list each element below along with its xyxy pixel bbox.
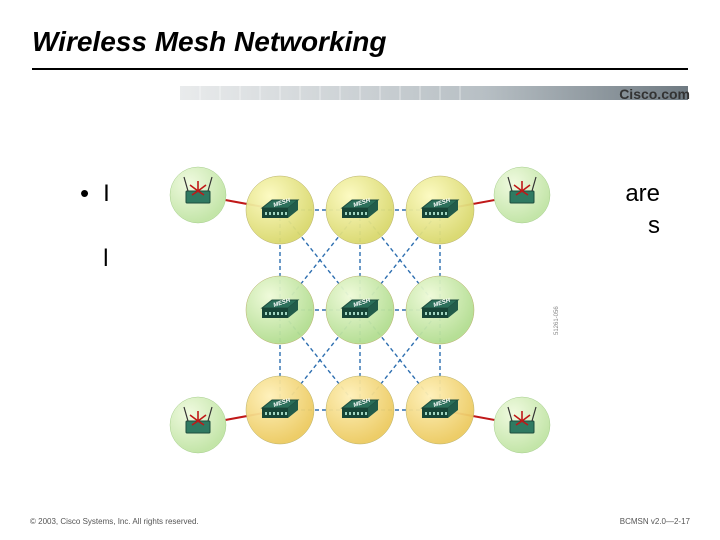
mesh-node: MESH <box>326 376 394 444</box>
footer-slide-ref: BCMSN v2.0—2-17 <box>620 517 690 526</box>
mesh-node: MESH <box>326 276 394 344</box>
header-gradient-bar <box>180 80 688 106</box>
bullet-dot-icon: • <box>80 178 89 275</box>
bullet-text-2-right: s <box>648 210 660 242</box>
mesh-node: MESH <box>406 276 474 344</box>
mesh-node: MESH <box>246 376 314 444</box>
mesh-node: MESH <box>406 176 474 244</box>
mesh-node: MESH <box>246 276 314 344</box>
bullet-text-3-left: l <box>103 245 108 272</box>
bullet-text-1-right: are <box>625 178 660 210</box>
ap-node <box>170 397 226 453</box>
bullet-text-1-left: I <box>103 178 110 210</box>
cisco-logo-text: Cisco.com <box>619 86 690 102</box>
mesh-node: MESH <box>246 176 314 244</box>
diagram-ref: 51261-056 <box>554 306 560 335</box>
footer-copyright: © 2003, Cisco Systems, Inc. All rights r… <box>30 517 199 526</box>
mesh-diagram: MESHMESHMESHMESHMESHMESHMESHMESHMESH 512… <box>160 150 560 480</box>
title-underline <box>32 68 688 70</box>
mesh-node: MESH <box>326 176 394 244</box>
mesh-node: MESH <box>406 376 474 444</box>
page-title: Wireless Mesh Networking <box>32 26 387 58</box>
ap-node <box>494 397 550 453</box>
ap-node <box>170 167 226 223</box>
ap-node <box>494 167 550 223</box>
